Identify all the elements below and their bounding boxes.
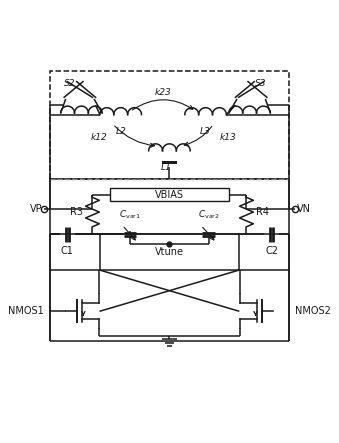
Text: $C_{\rm var2}$: $C_{\rm var2}$ xyxy=(198,208,220,221)
Text: R3: R3 xyxy=(70,207,83,217)
Text: k23: k23 xyxy=(155,88,172,97)
Text: NMOS2: NMOS2 xyxy=(295,306,331,316)
Text: S2: S2 xyxy=(64,79,76,88)
Text: L1: L1 xyxy=(161,163,172,172)
Text: VBIAS: VBIAS xyxy=(155,190,184,200)
Text: k12: k12 xyxy=(90,133,107,143)
Bar xyxy=(162,161,177,164)
Text: VN: VN xyxy=(297,204,311,214)
Text: S3: S3 xyxy=(255,79,267,88)
Text: C1: C1 xyxy=(61,246,74,256)
Text: $C_{\rm var1}$: $C_{\rm var1}$ xyxy=(119,208,141,221)
Text: L2: L2 xyxy=(115,127,126,136)
Text: NMOS1: NMOS1 xyxy=(8,306,44,316)
Text: VP: VP xyxy=(29,204,42,214)
Text: C2: C2 xyxy=(265,246,278,256)
Text: Vtune: Vtune xyxy=(155,247,184,256)
Text: L3: L3 xyxy=(200,127,211,136)
Text: R4: R4 xyxy=(256,207,269,217)
Text: k13: k13 xyxy=(219,133,236,143)
